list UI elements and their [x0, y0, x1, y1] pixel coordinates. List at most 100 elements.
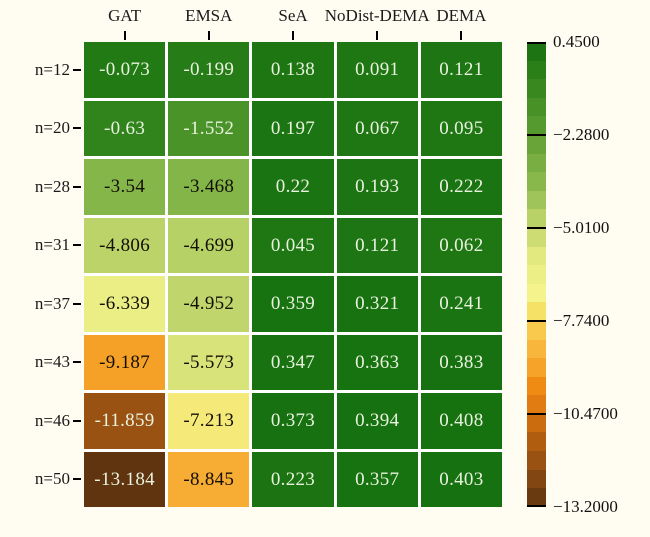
colorbar-tick	[527, 134, 546, 136]
colorbar-step	[527, 116, 546, 135]
colorbar-step	[527, 302, 546, 321]
heatmap-cell: 0.223	[252, 451, 334, 507]
colorbar-step	[527, 42, 546, 61]
column-header: NoDist-DEMA	[324, 6, 430, 25]
colorbar-tick	[527, 42, 546, 44]
colorbar-step	[527, 97, 546, 117]
heatmap-cell: -0.073	[84, 42, 166, 98]
colorbar-step	[527, 358, 546, 377]
row-tick	[73, 185, 81, 188]
colorbar-tick-label: −7.7400	[553, 311, 610, 330]
colorbar-tick-label: −5.0100	[553, 218, 610, 237]
colorbar-step	[527, 153, 546, 173]
column-tick	[292, 31, 294, 40]
heatmap-cell: 0.357	[336, 451, 418, 507]
row-label: n=46	[34, 410, 70, 430]
row-label: n=12	[34, 59, 70, 79]
column-header: SeA	[278, 6, 308, 25]
heatmap-cell: 0.193	[336, 159, 418, 215]
heatmap-cell: 0.394	[336, 393, 418, 449]
colorbar-tick	[527, 413, 546, 415]
colorbar-step	[527, 451, 546, 470]
heatmap-cell: 0.241	[420, 276, 502, 332]
heatmap-cell: 0.091	[336, 42, 418, 98]
heatmap-cell: 0.403	[420, 451, 502, 507]
heatmap-cell: -3.468	[168, 159, 250, 215]
heatmap-cell: -1.552	[168, 100, 250, 156]
column-header: GAT	[108, 6, 142, 25]
colorbar-step	[527, 283, 546, 303]
colorbar-step	[527, 190, 546, 210]
heatmap-cell: -0.199	[168, 42, 250, 98]
row-label: n=50	[34, 469, 70, 489]
row-tick	[73, 302, 81, 305]
colorbar-tick	[527, 227, 546, 229]
heatmap-cell: -5.573	[168, 334, 250, 390]
row-tick	[73, 68, 81, 71]
row-tick	[73, 361, 81, 364]
row-label: n=20	[34, 118, 70, 138]
colorbar-step	[527, 488, 546, 507]
colorbar-step	[527, 134, 546, 154]
colorbar-step	[527, 172, 546, 191]
heatmap-cell: 0.045	[252, 217, 334, 273]
heatmap-cell: 0.373	[252, 393, 334, 449]
heatmap-cell: -9.187	[84, 334, 166, 390]
colorbar-step	[527, 265, 546, 284]
heatmap-cell: -11.859	[84, 393, 166, 449]
column-header: EMSA	[185, 6, 233, 25]
colorbar-tick-label: −2.2800	[553, 125, 610, 144]
row-tick	[73, 127, 81, 130]
heatmap-cell: 0.121	[336, 217, 418, 273]
heatmap-cell: 0.321	[336, 276, 418, 332]
row-label: n=43	[34, 352, 70, 372]
colorbar-step	[527, 395, 546, 414]
row-label: n=37	[34, 293, 70, 313]
colorbar-step	[527, 227, 546, 247]
colorbar-tick	[527, 320, 546, 322]
colorbar-step	[527, 209, 546, 228]
heatmap-cell: -4.806	[84, 217, 166, 273]
heatmap-cell: 0.062	[420, 217, 502, 273]
row-tick	[73, 419, 81, 422]
heatmap-cell: 0.067	[336, 100, 418, 156]
row-tick	[73, 478, 81, 481]
colorbar-step	[527, 339, 546, 359]
colorbar-step	[527, 432, 546, 452]
heatmap-cell: -4.952	[168, 276, 250, 332]
colorbar-step	[527, 79, 546, 98]
heatmap-cell: 0.359	[252, 276, 334, 332]
heatmap-cell: 0.197	[252, 100, 334, 156]
colorbar-step	[527, 376, 546, 396]
heatmap-cell: 0.222	[420, 159, 502, 215]
row-tick	[73, 244, 81, 247]
heatmap-grid: -0.073 -0.199 0.138 0.091 0.121 -0.63 -1.552 0.…	[84, 42, 502, 507]
heatmap-cell: 0.383	[420, 334, 502, 390]
colorbar-step	[527, 469, 546, 489]
row-label: n=31	[34, 235, 70, 255]
row-label: n=28	[34, 176, 70, 196]
column-tick	[376, 31, 379, 40]
heatmap-cell: -0.63	[84, 100, 166, 156]
colorbar-step	[527, 413, 546, 433]
column-tick	[123, 31, 126, 40]
heatmap-cell: 0.121	[420, 42, 502, 98]
colorbar-tick-label: −13.2000	[553, 497, 618, 516]
colorbar-tick-label: −10.4700	[553, 404, 618, 423]
column-tick	[460, 31, 463, 40]
column-tick	[207, 31, 210, 40]
heatmap-cell: -8.845	[168, 451, 250, 507]
heatmap-cell: -4.699	[168, 217, 250, 273]
heatmap-cell: 0.408	[420, 393, 502, 449]
colorbar-step	[527, 60, 546, 80]
heatmap-cell: -7.213	[168, 393, 250, 449]
colorbar-tick	[527, 505, 546, 507]
heatmap-cell: 0.095	[420, 100, 502, 156]
heatmap-cell: 0.347	[252, 334, 334, 390]
heatmap-cell: -13.184	[84, 451, 166, 507]
heatmap-cell: 0.363	[336, 334, 418, 390]
heatmap-cell: -3.54	[84, 159, 166, 215]
column-header: DEMA	[436, 6, 487, 25]
heatmap-cell: 0.22	[252, 159, 334, 215]
